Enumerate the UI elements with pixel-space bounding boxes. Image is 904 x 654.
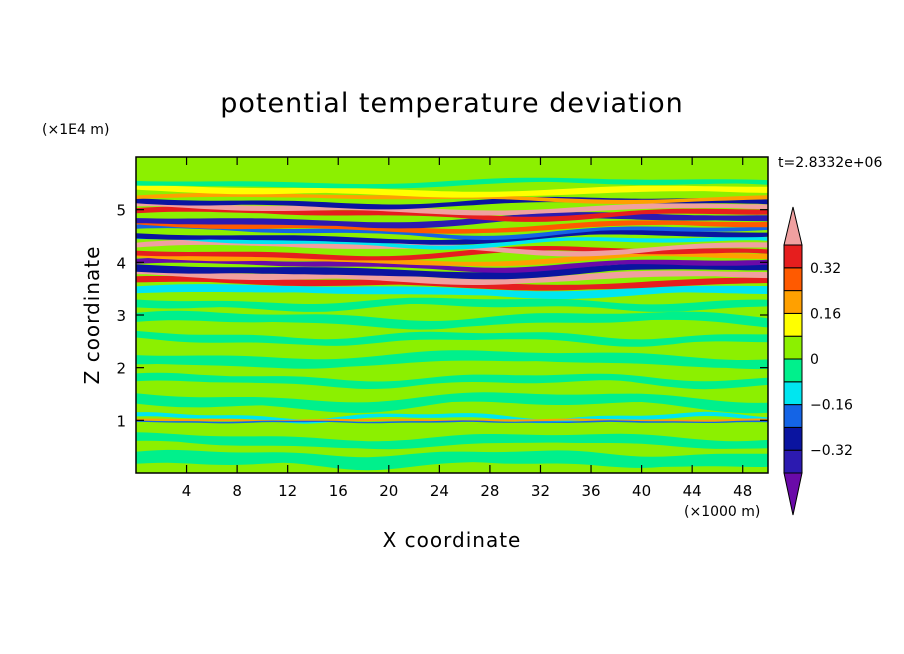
field-band-upper [136, 201, 768, 216]
field-band-low [136, 350, 768, 370]
x-tick-label: 12 [278, 482, 297, 500]
field-band-upper [136, 224, 768, 240]
colorbar-label: −0.32 [810, 443, 853, 459]
field-band-upper [136, 219, 768, 234]
field-band-upper [136, 251, 768, 267]
field-band-upper [136, 257, 768, 273]
field-band-upper [136, 177, 768, 189]
y-units-label: (×1E4 m) [42, 122, 109, 138]
y-tick-label: 5 [116, 202, 126, 220]
y-tick-label: 2 [116, 360, 126, 378]
x-tick-label: 24 [430, 482, 449, 500]
x-axis-label: X coordinate [383, 528, 522, 552]
y-tick-label: 4 [116, 254, 126, 272]
y-axis-label: Z coordinate [80, 246, 104, 385]
field-band-low [136, 449, 768, 471]
colorbar-arrow-high [783, 206, 803, 246]
colorbar: 0.32 0.16 0 −0.16 −0.32 [783, 206, 853, 516]
colorbar-box [783, 426, 803, 451]
colorbar-box [783, 358, 803, 383]
colorbar-box [783, 404, 803, 428]
field-band-low [136, 420, 768, 424]
x-tick-label: 32 [531, 482, 550, 500]
colorbar-arrow-low [783, 472, 803, 516]
x-tick-label: 48 [733, 482, 752, 500]
field-band-low [136, 330, 768, 347]
x-tick-label: 28 [480, 482, 499, 500]
field-band-upper [136, 246, 768, 261]
contour-field [136, 157, 768, 473]
colorbar-box [783, 290, 803, 314]
colorbar-label: 0 [810, 352, 819, 368]
field-band-low [136, 372, 768, 390]
y-tick-label: 3 [116, 307, 126, 325]
colorbar-label: −0.16 [810, 398, 853, 414]
x-tick-label: 4 [182, 482, 192, 500]
x-tick-label: 36 [581, 482, 600, 500]
field-band-low [136, 392, 768, 414]
colorbar-box [783, 312, 803, 337]
field-band-low [136, 297, 768, 312]
colorbar-label: 0.16 [810, 306, 841, 322]
x-tick-label: 8 [232, 482, 242, 500]
x-tick-label: 20 [379, 482, 398, 500]
plot-area [136, 157, 768, 473]
time-label: t=2.8332e+06 [778, 155, 882, 171]
field-band-low [136, 310, 768, 330]
field-band-upper [136, 192, 768, 204]
y-axis-ticks: 1 2 3 4 5 [116, 202, 768, 430]
colorbar-box [783, 449, 803, 474]
field-band-upper [136, 269, 768, 285]
colorbar-label: 0.32 [810, 261, 841, 277]
colorbar-box [783, 381, 803, 406]
field-band-upper [136, 184, 768, 198]
colorbar-box [783, 267, 803, 292]
x-units-label: (×1000 m) [684, 504, 760, 520]
x-tick-label: 44 [683, 482, 702, 500]
x-axis-ticks: 4 8 12 16 20 24 28 32 36 40 44 48 [182, 157, 752, 500]
field-band-upper [136, 262, 768, 280]
x-tick-label: 16 [329, 482, 348, 500]
field-band-low [136, 432, 768, 450]
x-tick-label: 40 [632, 482, 651, 500]
colorbar-box [783, 244, 803, 269]
y-tick-label: 1 [116, 412, 126, 430]
chart-title: potential temperature deviation [220, 88, 683, 119]
field-band-upper [136, 235, 768, 250]
field-band-upper [136, 284, 768, 299]
colorbar-box [783, 335, 803, 360]
field-band-upper [136, 229, 768, 245]
